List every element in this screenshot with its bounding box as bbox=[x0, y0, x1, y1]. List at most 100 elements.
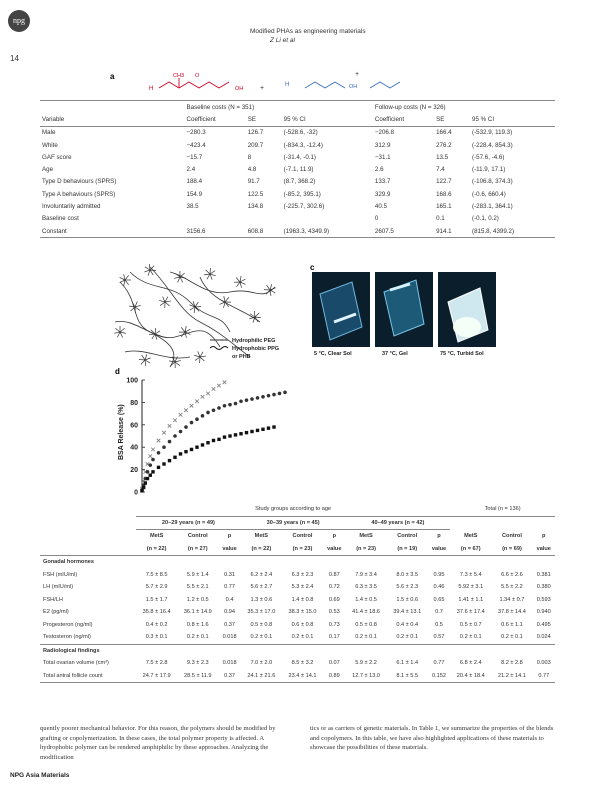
micelle-arm bbox=[144, 359, 151, 364]
micelle-arm bbox=[249, 316, 256, 320]
data-point-square bbox=[272, 425, 276, 429]
data-point-circle bbox=[145, 470, 150, 474]
table1-cell: (-85.2, 395.1) bbox=[283, 190, 321, 198]
table-row: Progesteron (ng/ml) 0.4 ± 0.2 0.8 ± 1.6 0.3… bbox=[40, 619, 555, 632]
micelle-arm bbox=[199, 356, 205, 362]
table2-cell: 8.2 ± 2.8 bbox=[501, 660, 523, 667]
data-point-circle bbox=[272, 392, 276, 397]
micelle-arm bbox=[184, 331, 191, 335]
table2-cell: 6.2 ± 2.4 bbox=[250, 571, 273, 578]
data-point-square bbox=[217, 437, 221, 442]
table2-col-header: (n = 69) bbox=[491, 542, 533, 556]
table1-cell: 914.1 bbox=[434, 224, 471, 239]
table2-cell: 0.5 ± 0.7 bbox=[459, 621, 482, 628]
micelle-arm bbox=[194, 354, 201, 358]
table-row: Age 2.4 4.8 (-7.1, 11.9) 2.6 7.4 (-11.9, 17.1) bbox=[40, 163, 555, 175]
table2-cell: 0.2 ± 0.1 bbox=[250, 634, 273, 641]
micelle-arm bbox=[164, 296, 169, 303]
table2-cell: 5.7 ± 2.9 bbox=[145, 584, 168, 591]
table1-cell: −280.3 bbox=[186, 129, 206, 137]
table2-cell: 0.72 bbox=[328, 584, 340, 591]
micelle-arm bbox=[149, 333, 156, 336]
table1-cell: 166.4 bbox=[436, 129, 452, 137]
table2-blank bbox=[450, 516, 555, 530]
micelle-arm bbox=[252, 316, 256, 323]
table2-cell: 7.3 ± 5.4 bbox=[459, 571, 482, 578]
legend-peg: Hydrophilic PEG bbox=[232, 338, 275, 344]
table2-cell: 0.2 ± 0.1 bbox=[396, 634, 419, 641]
micelle-arm bbox=[114, 331, 121, 334]
micelle-arm bbox=[115, 327, 121, 333]
table2-col-header: p bbox=[227, 533, 232, 540]
data-point-x bbox=[194, 399, 200, 404]
micelle-arm bbox=[249, 313, 256, 318]
table2-cell: 23.4 ± 14.1 bbox=[281, 669, 324, 683]
data-point-square bbox=[255, 428, 260, 433]
table2-cell: 0.024 bbox=[536, 634, 551, 641]
table2-cell: 0.73 bbox=[328, 621, 340, 628]
table2-col-header: (n = 22) bbox=[136, 542, 178, 556]
micelle-arm bbox=[180, 327, 186, 333]
table2-cell: 0.2 ± 0.1 bbox=[501, 634, 523, 641]
data-point-square bbox=[239, 432, 243, 436]
micelle-arm bbox=[181, 331, 186, 337]
table1-cell: (-31.4, -0.1) bbox=[283, 153, 316, 161]
table2-cell: 0.95 bbox=[433, 571, 445, 578]
table2-cell: 0.6 ± 0.8 bbox=[291, 621, 314, 628]
legend-ppg-2: or PHB bbox=[232, 354, 251, 360]
table1-col-header: 95 % CI bbox=[470, 113, 555, 127]
table2-col-header: MetS bbox=[464, 533, 478, 539]
table2-cell: 0.380 bbox=[536, 584, 551, 591]
table-row: Type D behaviours (SPRS) 188.4 91.7 (8.7, 3… bbox=[40, 176, 555, 188]
table2-cell: 0.152 bbox=[427, 669, 451, 683]
data-point-x bbox=[216, 383, 222, 388]
table2-cell: 0.003 bbox=[536, 660, 551, 667]
running-authors: Z Li et al bbox=[270, 37, 295, 44]
formula-ch3: CH3 bbox=[173, 73, 184, 79]
micelle-arm bbox=[169, 360, 176, 363]
data-point-square bbox=[178, 452, 183, 456]
table2-age-group: 20–29 years (n = 49) bbox=[136, 516, 241, 530]
formula-h1: H bbox=[149, 86, 153, 92]
table1-cell: (-7.1, 11.9) bbox=[283, 166, 314, 174]
data-point-x bbox=[222, 380, 227, 385]
table-row: White −423.4 209.7 (-834.3, -12.4) 312.9 276.… bbox=[40, 139, 555, 151]
table2-cell: 36.1 ± 14.9 bbox=[183, 609, 212, 616]
micelle-arm bbox=[124, 279, 130, 285]
micelle-arm bbox=[159, 301, 166, 306]
table2-cell: 0.018 bbox=[222, 660, 237, 667]
micelle-arm bbox=[144, 359, 147, 366]
table2-col-header: value bbox=[427, 542, 451, 556]
table2-cell: 5.5 ± 2.2 bbox=[501, 584, 523, 591]
micelle-arm bbox=[184, 329, 191, 333]
table2-cell: 1.34 ± 0.7 bbox=[499, 596, 525, 603]
table2-cell: 0.94 bbox=[224, 609, 235, 616]
micelle-arm bbox=[254, 316, 261, 319]
micelle-arm bbox=[269, 287, 276, 291]
table2-cell: 5.9 ± 2.2 bbox=[355, 660, 377, 667]
table2-cell: 0.77 bbox=[224, 584, 235, 591]
table2-cell: 5.6 ± 2.3 bbox=[396, 584, 419, 591]
data-point-circle bbox=[148, 463, 153, 467]
table-row: Male −280.3 126.7 (-528.6, -32) −206.8 166.4 (… bbox=[40, 126, 555, 139]
panel-d-label: d bbox=[115, 367, 120, 376]
y-axis-label: BSA Release (%) bbox=[118, 404, 125, 460]
y-tick-label: 80 bbox=[130, 400, 138, 407]
table2-cell: 0.2 ± 0.1 bbox=[186, 634, 209, 641]
table2-cell: 35.8 ± 16.4 bbox=[142, 609, 171, 616]
table1-cell: 312.9 bbox=[374, 141, 391, 149]
data-point-x bbox=[150, 447, 156, 452]
table1-cell: 2.6 bbox=[374, 166, 384, 174]
hormone-table: Study groups according to age Total (n = … bbox=[40, 503, 555, 683]
table2-col-header: value bbox=[323, 542, 346, 556]
data-point-square bbox=[141, 485, 146, 490]
table-row: Involuntarily admitted 38.5 134.8 (-225.7, … bbox=[40, 200, 555, 212]
table1-cell: (-228.4, 854.3) bbox=[472, 141, 513, 149]
body-text-right: tics or as carriers of genetic materials… bbox=[310, 725, 554, 752]
data-point-square bbox=[143, 481, 147, 485]
table1-cell: 134.8 bbox=[247, 203, 264, 211]
micelle-arm bbox=[265, 289, 271, 295]
data-point-circle bbox=[244, 398, 249, 402]
table1-cell: (-0.1, 0.2) bbox=[472, 215, 499, 223]
table1-cell: (-528.6, -32) bbox=[283, 129, 318, 137]
